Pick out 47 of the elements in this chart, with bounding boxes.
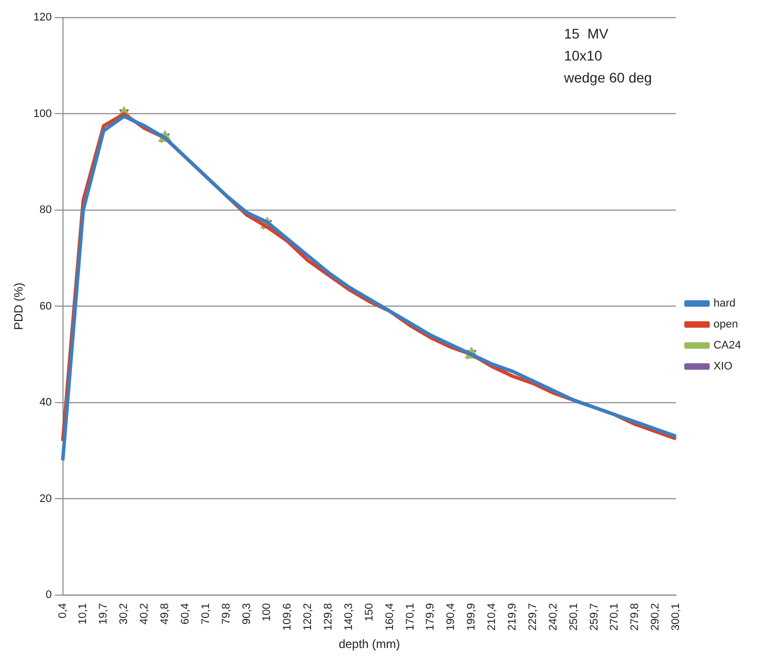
x-tick-label: 229,7 — [526, 603, 539, 631]
x-tick-label: 300,1 — [670, 603, 682, 631]
x-axis-title: depth (mm) — [338, 637, 400, 652]
annotation: 10x10 — [564, 47, 602, 64]
x-tick-label: 199,9 — [466, 603, 478, 631]
x-tick-label: 109,6 — [282, 603, 294, 631]
x-tick-label: 219,9 — [506, 603, 518, 631]
y-tick-label: 100 — [33, 108, 52, 120]
x-tick-label: 140,3 — [342, 603, 355, 631]
x-tick-label: 70,1 — [200, 603, 212, 624]
x-tick-label: 30,2 — [118, 603, 130, 624]
x-tick-label: 270,1 — [608, 603, 621, 631]
x-tick-label: 120,2 — [302, 603, 314, 631]
x-tick-label: 179,9 — [424, 603, 437, 631]
x-tick-label: 129,8 — [322, 603, 335, 631]
x-tick-label: 250,1 — [568, 603, 580, 631]
x-tick-label: 150 — [363, 603, 376, 622]
legend-label: open — [713, 318, 738, 331]
x-tick-label: 240,2 — [547, 603, 560, 631]
x-tick-label: 40,2 — [138, 603, 151, 624]
x-tick-label: 190,4 — [445, 603, 458, 631]
y-tick-label: 0 — [46, 589, 52, 602]
y-tick-label: 20 — [40, 492, 52, 505]
x-tick-label: 210,4 — [486, 603, 498, 631]
legend-label: hard — [713, 298, 736, 310]
annotation: wedge 60 deg — [562, 69, 652, 86]
legend-label: XIO — [713, 360, 733, 373]
x-tick-label: 90,3 — [240, 603, 253, 624]
x-tick-label: 100 — [261, 603, 274, 622]
y-tick-label: 120 — [33, 12, 52, 24]
x-tick-label: 170,1 — [404, 603, 416, 631]
x-tick-label: 10,1 — [77, 603, 90, 624]
x-tick-label: 259,7 — [588, 603, 600, 631]
x-tick-label: 60,4 — [179, 603, 192, 624]
annotation: 15 MV — [564, 25, 609, 42]
y-tick-label: 40 — [40, 396, 52, 409]
y-tick-label: 60 — [40, 300, 52, 312]
y-tick-label: 80 — [40, 204, 52, 216]
x-tick-label: 49,8 — [158, 603, 171, 624]
x-tick-label: 0,4 — [56, 603, 69, 618]
legend-label: CA24 — [713, 340, 742, 352]
x-tick-label: 79,8 — [220, 603, 232, 624]
y-axis-title: PDD (%) — [12, 282, 26, 330]
x-tick-label: 290,2 — [650, 603, 662, 631]
x-tick-label: 19,7 — [98, 603, 110, 624]
x-tick-label: 279,8 — [629, 603, 642, 631]
x-tick-label: 160,4 — [384, 603, 396, 631]
